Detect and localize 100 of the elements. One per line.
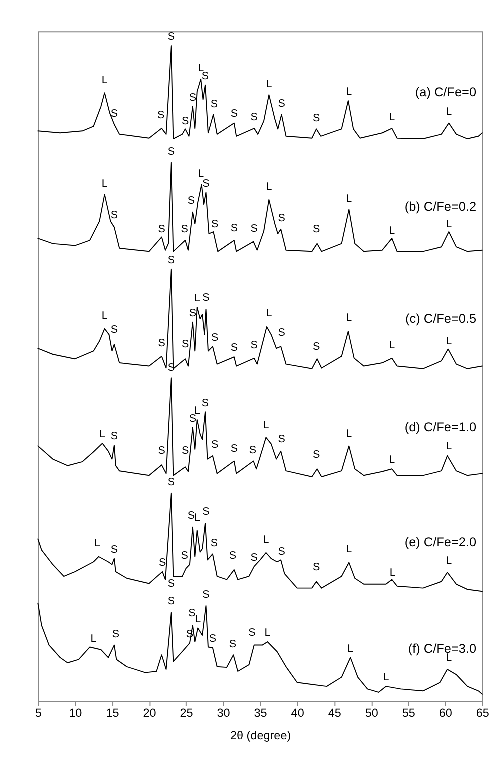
annotation: L [346, 312, 352, 324]
annotation: S [210, 98, 218, 111]
annotation: S [230, 443, 238, 456]
x-tick-label: 25 [180, 707, 194, 720]
annotation: S [248, 627, 256, 640]
annotation: S [168, 254, 176, 266]
annotation: S [168, 596, 176, 608]
annotation: S [110, 209, 118, 222]
text: (b) C/Fe=0.2 [404, 199, 477, 214]
annotation: S [230, 342, 238, 354]
annotation: S [278, 212, 286, 225]
annotation: S [202, 506, 210, 518]
annotation: S [312, 340, 320, 353]
x-tick-label: 40 [291, 707, 305, 720]
annotation: L [348, 642, 354, 655]
x-tick-label: 10 [69, 707, 83, 720]
annotation: S [110, 430, 118, 443]
annotation: L [194, 292, 200, 304]
annotation: L [383, 672, 390, 684]
annotation: S [278, 327, 286, 340]
annotation: S [168, 578, 176, 590]
annotation: L [346, 543, 352, 556]
annotation: L [346, 86, 352, 98]
annotation: L [266, 181, 272, 194]
annotation: S [168, 146, 176, 158]
annotation: S [250, 223, 258, 236]
annotation: S [110, 108, 118, 120]
annotation: L [266, 78, 272, 90]
annotation: S [312, 112, 320, 124]
annotation: L [263, 534, 270, 546]
annotation: S [230, 108, 238, 120]
annotation: S [202, 178, 210, 190]
annotation: L [198, 168, 204, 180]
annotation: S [212, 332, 219, 344]
annotation: L [266, 308, 272, 320]
annotation: S [312, 562, 320, 574]
annotation: S [168, 31, 176, 44]
x-tick-label: 55 [402, 707, 416, 720]
annotation: L [194, 512, 200, 524]
annotation: L [94, 537, 100, 550]
annotation: L [446, 218, 452, 230]
x-tick-label: 30 [217, 707, 231, 720]
annotation: S [202, 292, 210, 304]
annotation: S [312, 449, 320, 462]
x-tick-label: 20 [143, 707, 157, 720]
annotation: S [229, 638, 236, 650]
annotation: S [202, 589, 210, 602]
annotation: L [346, 192, 352, 205]
annotation: S [230, 222, 238, 234]
annotation: S [278, 546, 286, 558]
x-axis-title: 2θ (degree) [230, 730, 292, 743]
annotation: S [182, 445, 190, 458]
annotation: S [202, 70, 210, 82]
annotation: S [168, 476, 176, 489]
annotation: L [446, 555, 452, 568]
annotation: L [346, 428, 352, 440]
annotation: S [210, 537, 218, 550]
annotation: S [158, 557, 166, 570]
text: (a) C/Fe=0 [415, 84, 477, 100]
annotation: L [195, 613, 202, 626]
annotation: S [182, 338, 190, 350]
annotation: L [194, 405, 200, 418]
annotation: S [158, 224, 166, 236]
text: (d) C/Fe=1.0 [404, 419, 477, 434]
annotation: S [158, 110, 165, 122]
annotation: L [102, 310, 108, 322]
annotation: L [100, 428, 106, 441]
annotation: S [182, 116, 190, 128]
annotation: S [249, 444, 256, 456]
annotation: S [181, 550, 188, 562]
annotation: L [446, 106, 452, 118]
annotation: S [189, 308, 197, 320]
annotation: L [389, 340, 396, 352]
text: (c) C/Fe=0.5 [406, 311, 477, 326]
annotation: S [189, 412, 197, 425]
annotation: S [229, 550, 236, 562]
annotation: L [446, 440, 452, 452]
annotation: L [390, 566, 396, 579]
x-tick-label: 35 [254, 707, 268, 720]
annotation: S [188, 194, 196, 207]
annotation: S [110, 544, 118, 556]
x-tick-label: 5 [35, 707, 42, 720]
annotation: L [102, 178, 108, 190]
x-tick-label: 45 [328, 707, 342, 720]
annotation: S [181, 224, 188, 236]
annotation: S [202, 397, 210, 410]
annotation: S [110, 324, 118, 336]
annotation: S [250, 340, 258, 352]
annotation: L [389, 454, 396, 466]
annotation: S [188, 510, 196, 522]
annotation: S [312, 224, 320, 236]
annotation: L [90, 633, 97, 646]
annotation: L [264, 627, 271, 640]
annotation: L [263, 420, 270, 432]
annotation: S [250, 552, 258, 564]
x-tick-label: 15 [106, 707, 120, 720]
annotation: L [102, 74, 108, 86]
annotation: S [212, 439, 219, 452]
x-tick-label: 50 [365, 707, 379, 720]
annotation: S [250, 112, 258, 124]
